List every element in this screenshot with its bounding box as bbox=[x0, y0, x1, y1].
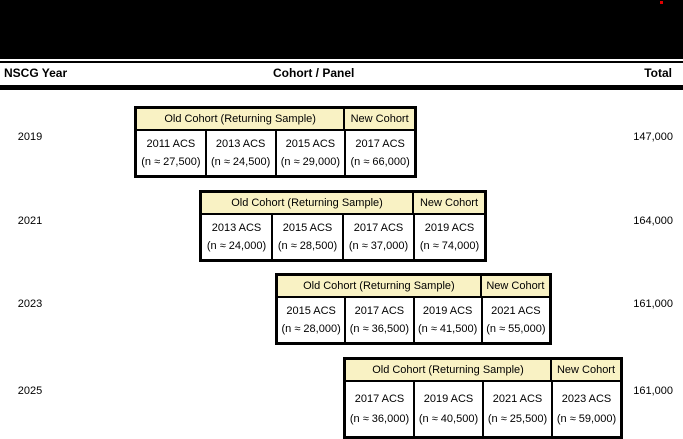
acs-sample-size: (n ≈ 36,000) bbox=[349, 413, 410, 426]
acs-year: 2021 ACS bbox=[491, 305, 541, 318]
acs-year: 2019 ACS bbox=[424, 222, 475, 235]
acs-sample-size: (n ≈ 27,500) bbox=[141, 155, 201, 168]
acs-cell: 2013 ACS (n ≈ 24,500) bbox=[207, 131, 277, 175]
acs-cell: 2017 ACS (n ≈ 66,000) bbox=[346, 131, 414, 175]
acs-sample-size: (n ≈ 24,000) bbox=[206, 239, 267, 252]
old-cohort-header: Old Cohort (Returning Sample) bbox=[202, 193, 414, 213]
acs-year: 2015 ACS bbox=[282, 222, 333, 235]
nscg-year-label: 2021 bbox=[17, 215, 43, 227]
cohort-box-cells: 2015 ACS (n ≈ 28,000) 2017 ACS (n ≈ 36,5… bbox=[278, 298, 549, 342]
header-bottom-rule bbox=[0, 85, 683, 90]
acs-sample-size: (n ≈ 40,500) bbox=[418, 413, 479, 426]
acs-year: 2017 ACS bbox=[353, 222, 404, 235]
top-black-band bbox=[0, 0, 683, 59]
cohort-box: Old Cohort (Returning Sample) New Cohort… bbox=[134, 106, 417, 178]
acs-cell: 2017 ACS (n ≈ 36,000) bbox=[346, 382, 415, 436]
acs-sample-size: (n ≈ 55,000) bbox=[486, 322, 546, 335]
column-header-cohort-panel: Cohort / Panel bbox=[273, 66, 355, 80]
new-cohort-header: New Cohort bbox=[556, 364, 616, 376]
acs-sample-size: (n ≈ 66,000) bbox=[350, 155, 410, 168]
cohort-box-header: Old Cohort (Returning Sample) New Cohort bbox=[137, 109, 414, 131]
old-cohort-header: Old Cohort (Returning Sample) bbox=[346, 360, 552, 380]
cohort-box-cells: 2017 ACS (n ≈ 36,000) 2019 ACS (n ≈ 40,5… bbox=[346, 382, 620, 436]
new-cohort-header: New Cohort bbox=[350, 113, 409, 125]
acs-year: 2017 ACS bbox=[354, 392, 405, 405]
cohort-box-cells: 2013 ACS (n ≈ 24,000) 2015 ACS (n ≈ 28,5… bbox=[202, 215, 484, 259]
total-value: 161,000 bbox=[633, 298, 673, 310]
acs-sample-size: (n ≈ 25,500) bbox=[487, 413, 548, 426]
acs-cell: 2023 ACS (n ≈ 59,000) bbox=[553, 382, 620, 436]
total-value: 147,000 bbox=[633, 131, 673, 143]
acs-sample-size: (n ≈ 41,500) bbox=[418, 322, 478, 335]
cohort-box-cells: 2011 ACS (n ≈ 27,500) 2013 ACS (n ≈ 24,5… bbox=[137, 131, 414, 175]
acs-sample-size: (n ≈ 37,000) bbox=[348, 239, 409, 252]
red-dot-marker bbox=[660, 1, 663, 4]
acs-cell: 2015 ACS (n ≈ 28,500) bbox=[273, 215, 344, 259]
cohort-box: Old Cohort (Returning Sample) New Cohort… bbox=[199, 190, 487, 262]
header-top-rule bbox=[0, 61, 683, 63]
nscg-year-label: 2019 bbox=[17, 131, 43, 143]
total-value: 161,000 bbox=[633, 385, 673, 397]
acs-year: 2023 ACS bbox=[561, 392, 612, 405]
new-cohort-header: New Cohort bbox=[419, 197, 479, 209]
old-cohort-header: Old Cohort (Returning Sample) bbox=[137, 109, 346, 129]
total-value: 164,000 bbox=[633, 215, 673, 227]
column-header-nscg-year: NSCG Year bbox=[4, 66, 68, 80]
cohort-box-header: Old Cohort (Returning Sample) New Cohort bbox=[346, 360, 620, 382]
acs-year: 2021 ACS bbox=[492, 392, 543, 405]
acs-cell: 2011 ACS (n ≈ 27,500) bbox=[137, 131, 207, 175]
acs-cell: 2015 ACS (n ≈ 28,000) bbox=[278, 298, 347, 342]
acs-year: 2013 ACS bbox=[211, 222, 262, 235]
acs-cell: 2021 ACS (n ≈ 25,500) bbox=[484, 382, 553, 436]
acs-year: 2011 ACS bbox=[146, 138, 196, 151]
new-cohort-header: New Cohort bbox=[486, 280, 545, 292]
acs-sample-size: (n ≈ 24,500) bbox=[211, 155, 271, 168]
acs-sample-size: (n ≈ 59,000) bbox=[556, 413, 617, 426]
acs-year: 2013 ACS bbox=[215, 138, 266, 151]
acs-sample-size: (n ≈ 36,500) bbox=[349, 322, 409, 335]
acs-year: 2019 ACS bbox=[422, 305, 473, 318]
acs-cell: 2015 ACS (n ≈ 29,000) bbox=[277, 131, 347, 175]
acs-year: 2015 ACS bbox=[285, 138, 336, 151]
cohort-box: Old Cohort (Returning Sample) New Cohort… bbox=[275, 273, 552, 345]
acs-cell: 2021 ACS (n ≈ 55,000) bbox=[483, 298, 549, 342]
acs-cell: 2017 ACS (n ≈ 37,000) bbox=[344, 215, 415, 259]
acs-year: 2017 ACS bbox=[355, 138, 405, 151]
acs-year: 2019 ACS bbox=[423, 392, 474, 405]
acs-cell: 2019 ACS (n ≈ 41,500) bbox=[415, 298, 483, 342]
acs-cell: 2019 ACS (n ≈ 40,500) bbox=[415, 382, 484, 436]
acs-cell: 2013 ACS (n ≈ 24,000) bbox=[202, 215, 273, 259]
acs-cell: 2017 ACS (n ≈ 36,500) bbox=[346, 298, 415, 342]
acs-sample-size: (n ≈ 28,000) bbox=[281, 322, 341, 335]
acs-cell: 2019 ACS (n ≈ 74,000) bbox=[415, 215, 484, 259]
acs-year: 2017 ACS bbox=[354, 305, 405, 318]
acs-sample-size: (n ≈ 28,500) bbox=[277, 239, 338, 252]
old-cohort-header: Old Cohort (Returning Sample) bbox=[278, 276, 482, 296]
acs-sample-size: (n ≈ 29,000) bbox=[280, 155, 340, 168]
cohort-box: Old Cohort (Returning Sample) New Cohort… bbox=[343, 357, 623, 439]
acs-year: 2015 ACS bbox=[286, 305, 336, 318]
nscg-year-label: 2023 bbox=[17, 298, 43, 310]
cohort-box-header: Old Cohort (Returning Sample) New Cohort bbox=[278, 276, 549, 298]
column-header-total: Total bbox=[644, 66, 672, 80]
acs-sample-size: (n ≈ 74,000) bbox=[419, 239, 480, 252]
nscg-year-label: 2025 bbox=[17, 385, 43, 397]
cohort-box-header: Old Cohort (Returning Sample) New Cohort bbox=[202, 193, 484, 215]
